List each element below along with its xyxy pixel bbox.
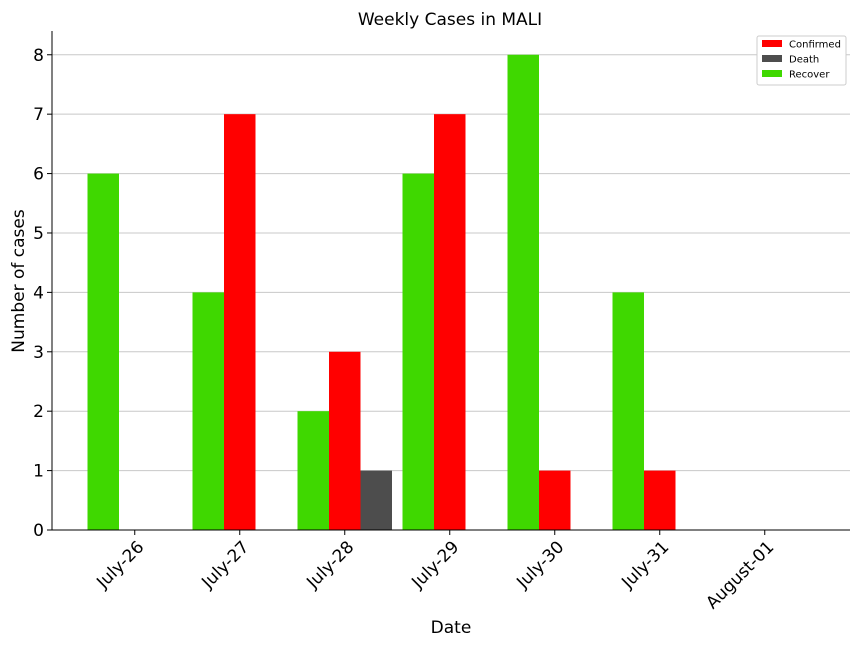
y-tick-label: 6 [33,165,44,185]
legend-label-confirmed: Confirmed [789,40,841,51]
bar-confirmed-july-30 [539,470,571,530]
bar-recover-july-30 [507,54,539,531]
y-tick-label: 0 [33,521,44,541]
x-tick-label: July-31 [617,537,673,593]
x-tick-label: July-26 [92,537,148,593]
x-tick-label: July-30 [512,537,568,593]
y-axis-label: Number of cases [9,209,29,353]
legend-swatch-death [762,55,782,62]
x-ticks: July-26 July-27 July-28 July-29 July-30 July-… [92,530,778,613]
y-tick-label: 8 [33,46,44,66]
y-tick-label: 7 [33,105,44,125]
bar-confirmed-july-31 [644,470,676,530]
legend-swatch-confirmed [762,40,782,47]
chart-title: Weekly Cases in MALI [358,10,542,30]
y-ticks: 0 1 2 3 4 5 6 7 8 [33,46,52,541]
bar-recover-july-31 [612,292,644,530]
bar-recover-july-26 [87,173,119,531]
y-tick-label: 4 [33,283,44,303]
bar-recover-july-28 [297,411,329,530]
bars [87,54,676,531]
bar-death-july-28 [360,470,392,530]
y-tick-label: 5 [33,224,44,244]
x-tick-label: July-27 [197,537,253,593]
x-axis-label: Date [431,618,472,638]
bar-confirmed-july-28 [329,351,361,530]
y-tick-label: 3 [33,343,44,363]
x-tick-label: August-01 [702,537,778,613]
x-tick-label: July-29 [407,537,463,593]
legend-label-death: Death [789,55,819,66]
legend-swatch-recover [762,70,782,77]
y-tick-label: 1 [33,462,44,482]
x-tick-label: July-28 [302,537,358,593]
bar-recover-july-29 [402,173,434,531]
legend: Confirmed Death Recover [756,35,847,86]
bar-recover-july-27 [192,292,224,530]
bar-confirmed-july-29 [434,114,466,531]
bar-confirmed-july-27 [224,114,256,531]
y-tick-label: 2 [33,402,44,422]
legend-label-recover: Recover [789,70,830,81]
